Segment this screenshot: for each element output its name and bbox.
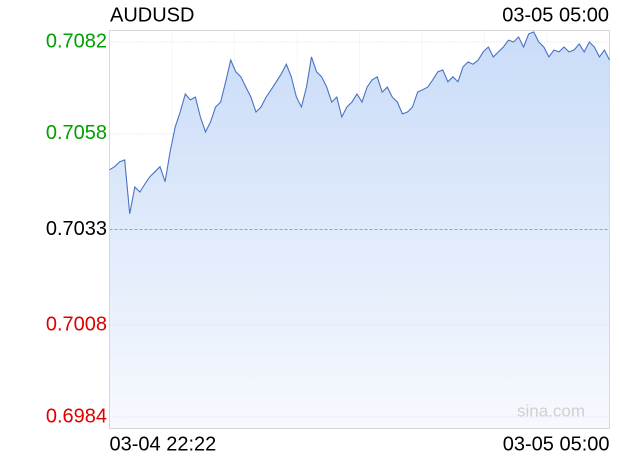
y-tick-label: 0.7008: [46, 313, 107, 335]
watermark: sina.com: [517, 401, 585, 420]
x-tick-label: 03-05 05:00: [503, 433, 610, 455]
y-tick-label: 0.6984: [46, 405, 107, 427]
x-tick-label: 03-04 22:22: [110, 433, 217, 455]
y-tick-label: 0.7058: [46, 122, 107, 144]
area: [109, 32, 610, 429]
price-line: [109, 31, 610, 214]
plot-frame: [109, 30, 610, 429]
y-tick-label: 0.7082: [46, 30, 107, 52]
chart-title: AUDUSD: [110, 4, 194, 26]
y-tick-label: 0.7033: [46, 218, 107, 240]
update-time: 03-05 05:00: [502, 4, 609, 26]
